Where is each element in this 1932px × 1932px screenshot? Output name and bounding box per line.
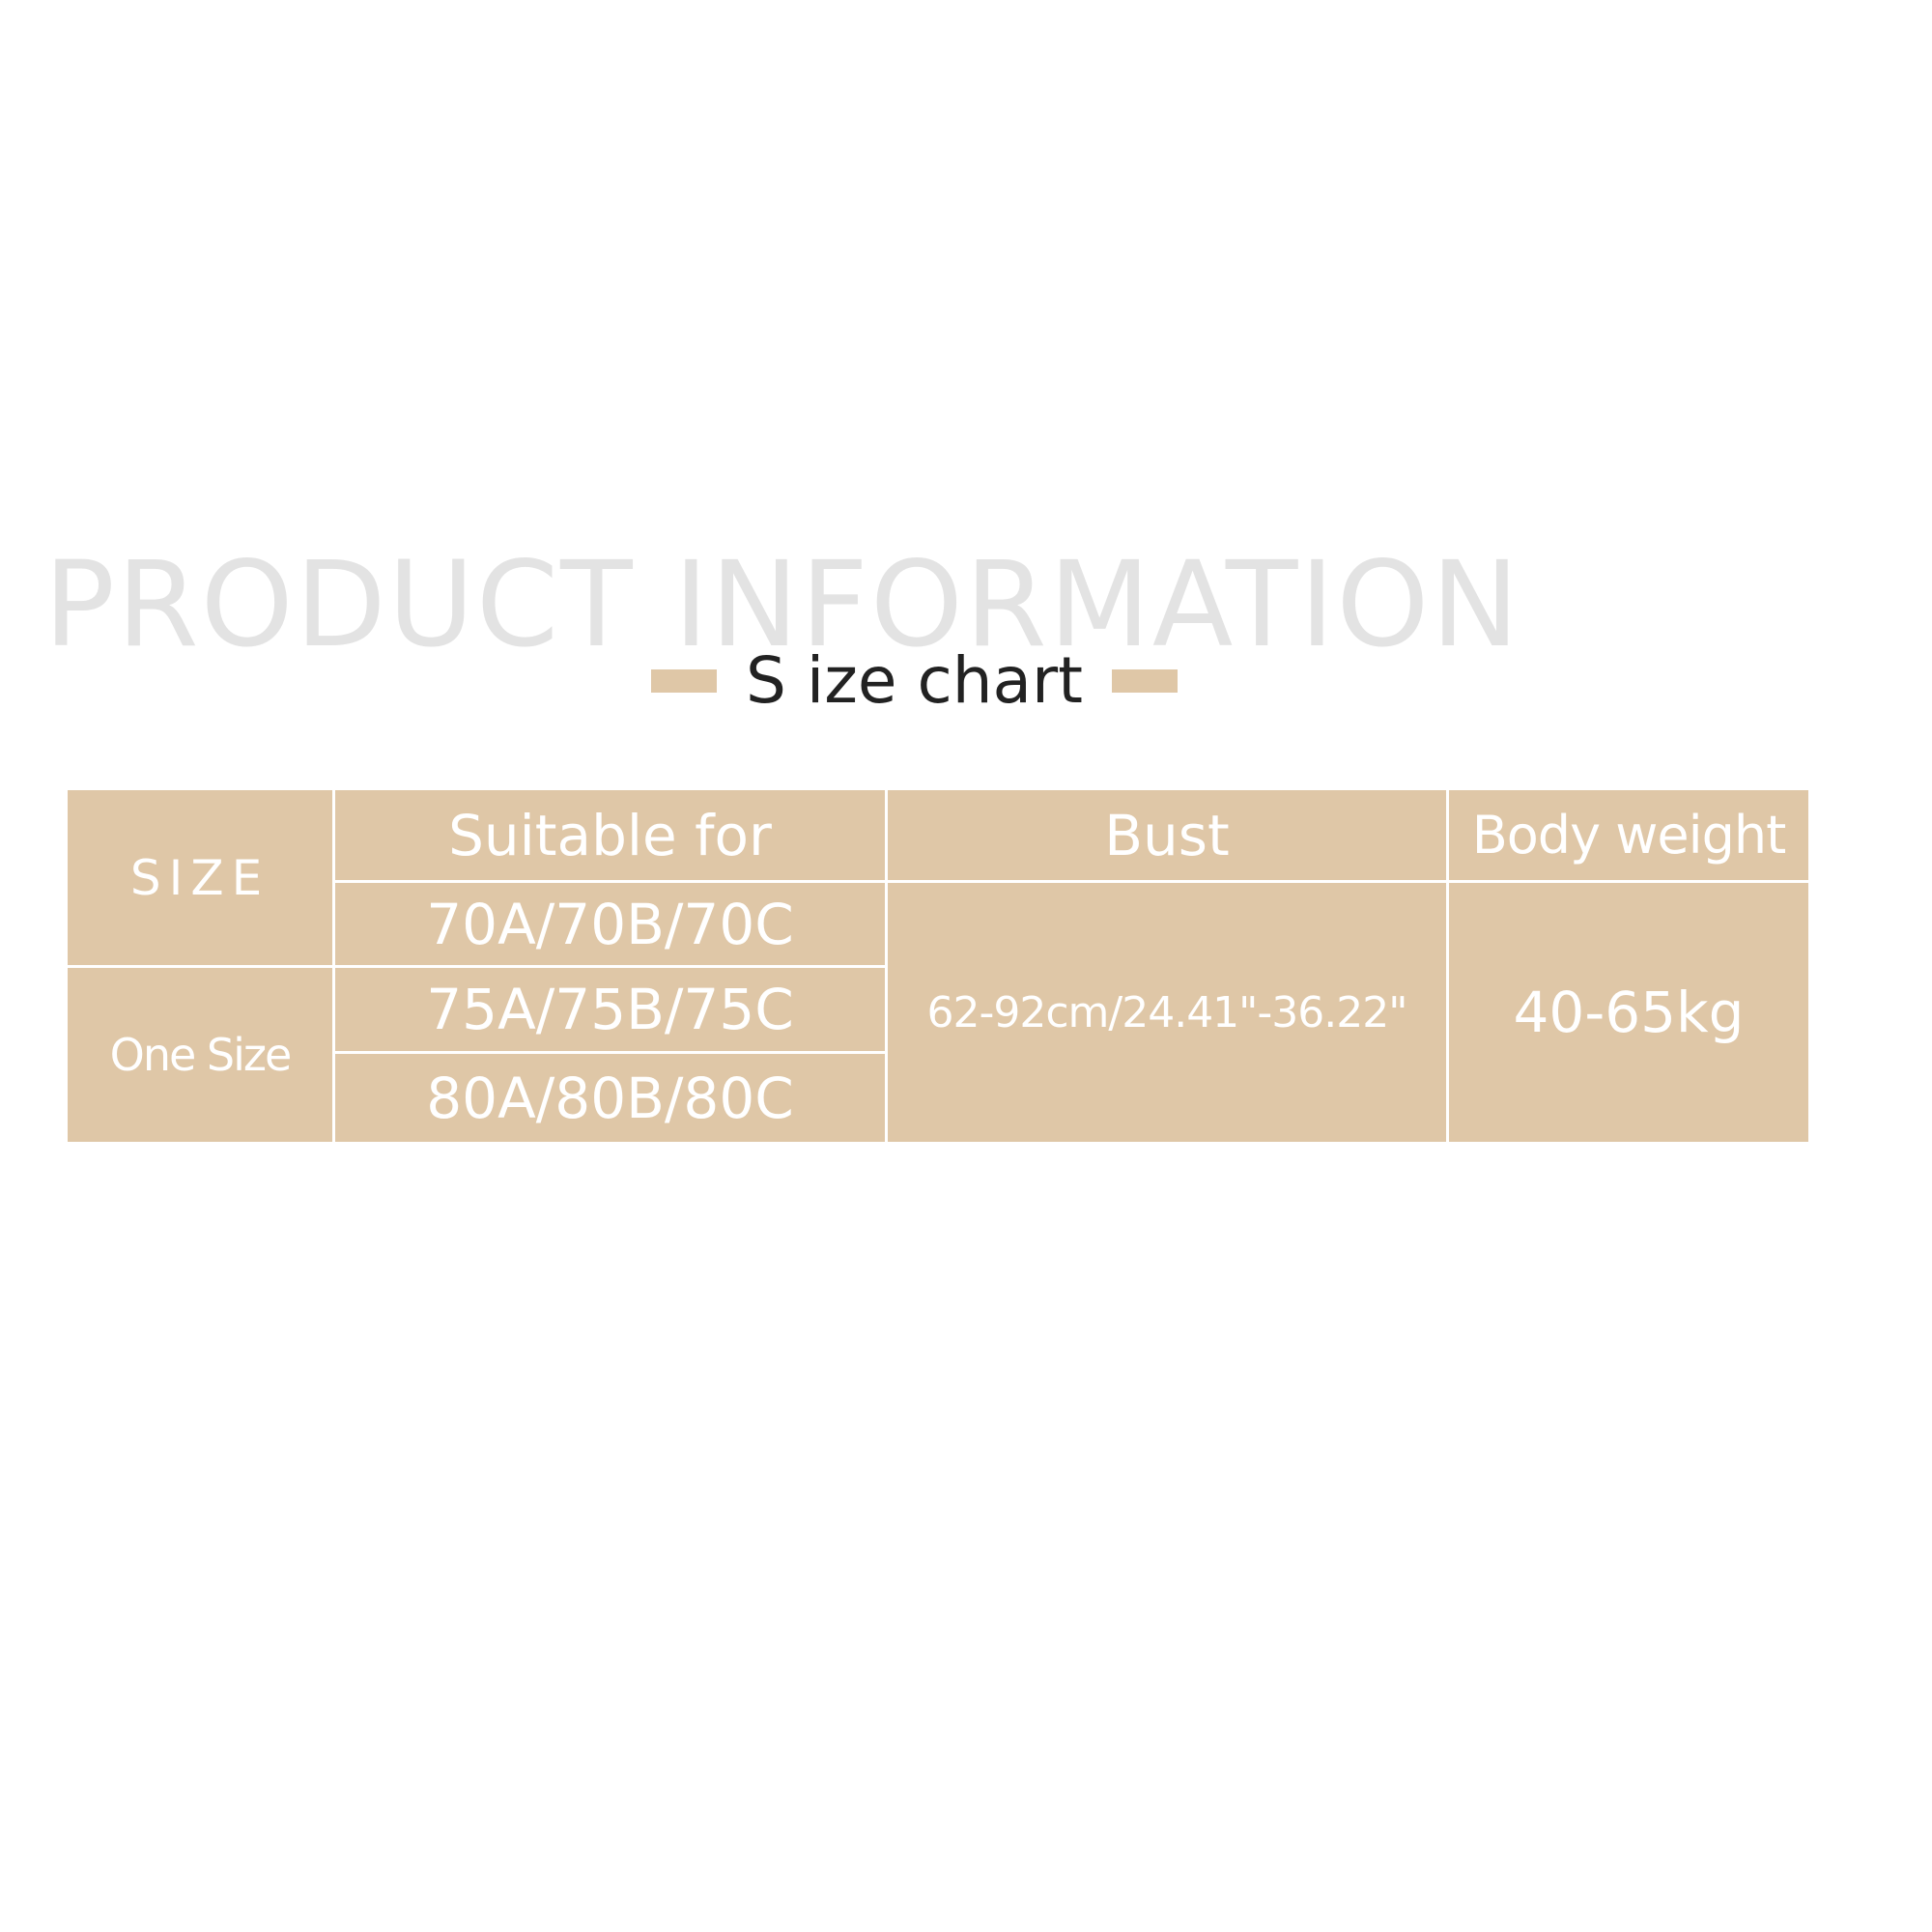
- suitable-row-2: 75A/75B/75C: [426, 977, 794, 1042]
- suitable-row-3: 80A/80B/80C: [426, 1065, 794, 1131]
- size-chart-table: SIZE One Size Suitable for 70A/70B/70C 7…: [68, 790, 1808, 1142]
- column-divider: [885, 790, 888, 1142]
- subtitle: S ize chart: [746, 643, 1084, 718]
- column-divider: [1446, 790, 1449, 1142]
- size-value-cell: One Size: [109, 1029, 293, 1081]
- background-title: PRODUCT INFORMATION: [43, 536, 1521, 673]
- right-accent-bar: [1112, 669, 1179, 693]
- bust-header: Bust: [1104, 802, 1230, 868]
- body-weight-value: 40-65kg: [1513, 980, 1745, 1045]
- size-header-cell: SIZE: [129, 849, 270, 906]
- body-weight-header: Body weight: [1471, 805, 1787, 866]
- bust-value: 62-92cm/24.41"-36.22": [926, 987, 1407, 1037]
- row-divider: [335, 880, 1808, 883]
- suitable-for-header: Suitable for: [448, 802, 772, 868]
- row-divider: [335, 1051, 885, 1054]
- suitable-row-1: 70A/70B/70C: [426, 891, 794, 957]
- left-accent-bar: [651, 669, 717, 693]
- subtitle-block: S ize chart: [651, 642, 1179, 720]
- row-divider: [68, 965, 885, 968]
